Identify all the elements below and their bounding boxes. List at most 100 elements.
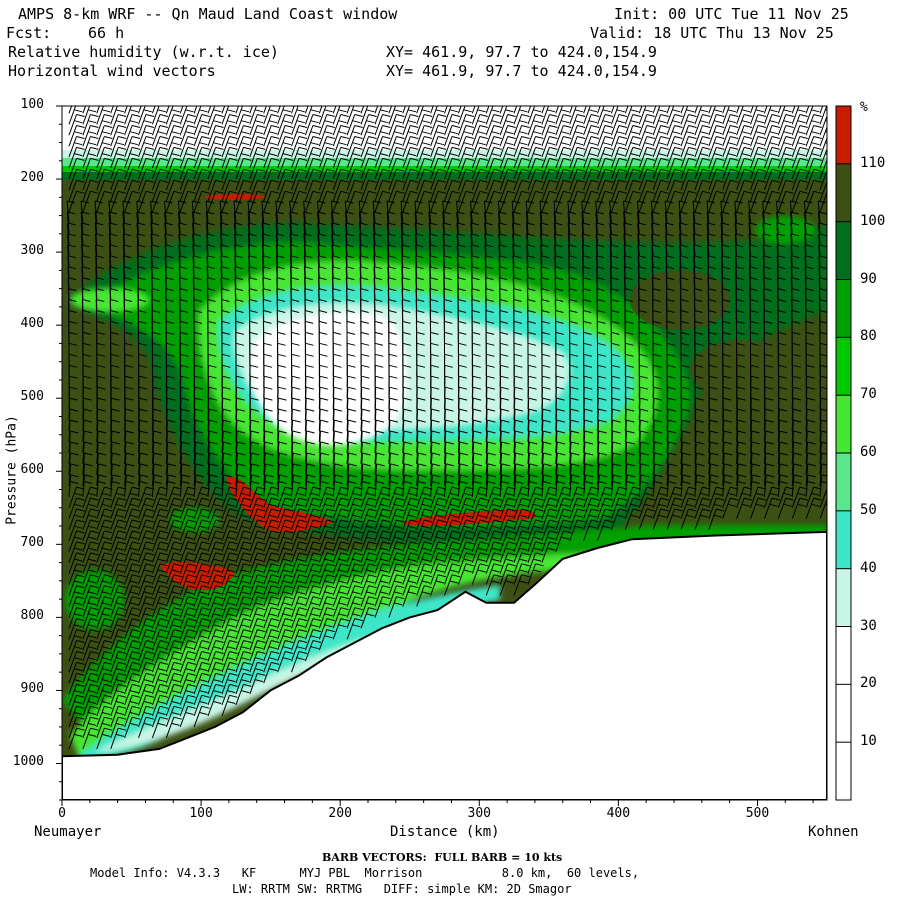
wind-barb	[471, 519, 488, 541]
wind-barb	[235, 106, 252, 125]
wind-barb	[346, 563, 363, 585]
wind-barb	[179, 683, 196, 706]
wind-barb	[221, 618, 238, 640]
wind-barb	[263, 463, 274, 486]
wind-barb	[527, 563, 544, 585]
wind-barb	[541, 179, 558, 202]
wind-barb	[179, 497, 196, 519]
wind-barb	[318, 136, 335, 158]
wind-barb	[332, 106, 337, 114]
wind-barb	[263, 552, 280, 574]
wind-barb	[82, 430, 93, 454]
wind-barb	[96, 125, 113, 147]
wind-barb	[430, 563, 447, 585]
wind-barb	[430, 541, 447, 563]
wind-barb	[263, 146, 280, 169]
wind-barb	[179, 463, 191, 486]
wind-barb	[193, 607, 210, 629]
wind-barb	[138, 618, 155, 640]
wind-barb	[304, 563, 322, 585]
wind-barb	[416, 552, 433, 574]
wind-barb	[193, 106, 198, 114]
wind-barb	[374, 452, 385, 475]
wind-barb	[68, 441, 79, 465]
wind-barb	[318, 596, 335, 618]
wind-barb	[346, 106, 363, 125]
wind-barb	[388, 574, 405, 596]
wind-barb	[569, 441, 580, 465]
wind-barb	[541, 106, 546, 114]
wind-barb	[68, 694, 85, 717]
wind-barb	[207, 661, 224, 684]
wind-barb	[165, 672, 182, 695]
wind-barb	[346, 452, 357, 475]
wind-barb	[82, 157, 99, 180]
wind-barb	[569, 106, 573, 114]
wind-barb	[151, 114, 169, 136]
wind-barb	[193, 508, 210, 530]
wind-barb	[444, 430, 454, 454]
wind-barb	[388, 497, 405, 519]
wind-barb	[207, 694, 224, 717]
wind-barb	[82, 629, 99, 651]
barb-note: BARB VECTORS: FULL BARB = 10 kts	[322, 851, 563, 864]
wind-barb	[332, 168, 349, 191]
wind-barb	[318, 474, 330, 497]
wind-barb	[110, 157, 127, 180]
wind-barb	[388, 114, 405, 136]
wind-barb	[235, 430, 246, 454]
wind-barb	[235, 541, 252, 563]
wind-barb	[249, 136, 266, 158]
colorbar-swatch	[836, 684, 851, 743]
wind-barb	[374, 136, 391, 158]
wind-barb	[221, 419, 232, 443]
wind-barb	[597, 106, 601, 114]
wind-barb	[527, 497, 544, 519]
wind-barb	[68, 607, 85, 629]
wind-barb	[151, 190, 169, 213]
wind-barb	[151, 563, 169, 585]
wind-barb	[179, 541, 196, 563]
wind-barb	[374, 408, 385, 432]
wind-barb	[193, 552, 210, 574]
wind-barb	[96, 430, 107, 454]
wind-barb	[318, 607, 335, 629]
wind-barb	[555, 179, 572, 202]
wind-barb	[179, 672, 196, 695]
wind-barb	[318, 618, 335, 640]
wind-barb	[96, 408, 106, 432]
wind-barb	[485, 179, 502, 202]
wind-barb	[513, 441, 524, 465]
wind-barb	[235, 452, 246, 475]
wind-barb	[346, 125, 363, 147]
wind-barb	[430, 508, 447, 530]
wind-barb	[82, 463, 93, 486]
wind-barb	[277, 136, 294, 158]
wind-barb	[235, 629, 252, 651]
wind-barb	[165, 408, 176, 432]
wind-barb	[235, 408, 245, 432]
wind-barb	[165, 705, 182, 728]
wind-barb	[207, 106, 224, 125]
wind-barb	[457, 463, 469, 486]
wind-barb	[235, 179, 252, 202]
wind-barb	[82, 694, 99, 717]
wind-barb	[416, 106, 420, 114]
wind-barb	[110, 114, 127, 136]
wind-barb	[68, 508, 85, 530]
wind-barb	[318, 408, 329, 432]
wind-barb	[221, 694, 238, 717]
wind-barb	[193, 640, 210, 662]
wind-barb	[541, 474, 552, 497]
wind-barb	[304, 157, 322, 180]
wind-barb	[179, 563, 196, 585]
wind-barb	[138, 106, 154, 125]
wind-barb	[165, 106, 182, 125]
wind-barb	[68, 541, 85, 563]
wind-barb	[541, 463, 552, 486]
wind-barb	[583, 419, 593, 443]
wind-barb	[110, 408, 120, 432]
wind-barb	[82, 563, 99, 585]
wind-barb	[555, 125, 572, 147]
wind-barb	[193, 585, 210, 607]
